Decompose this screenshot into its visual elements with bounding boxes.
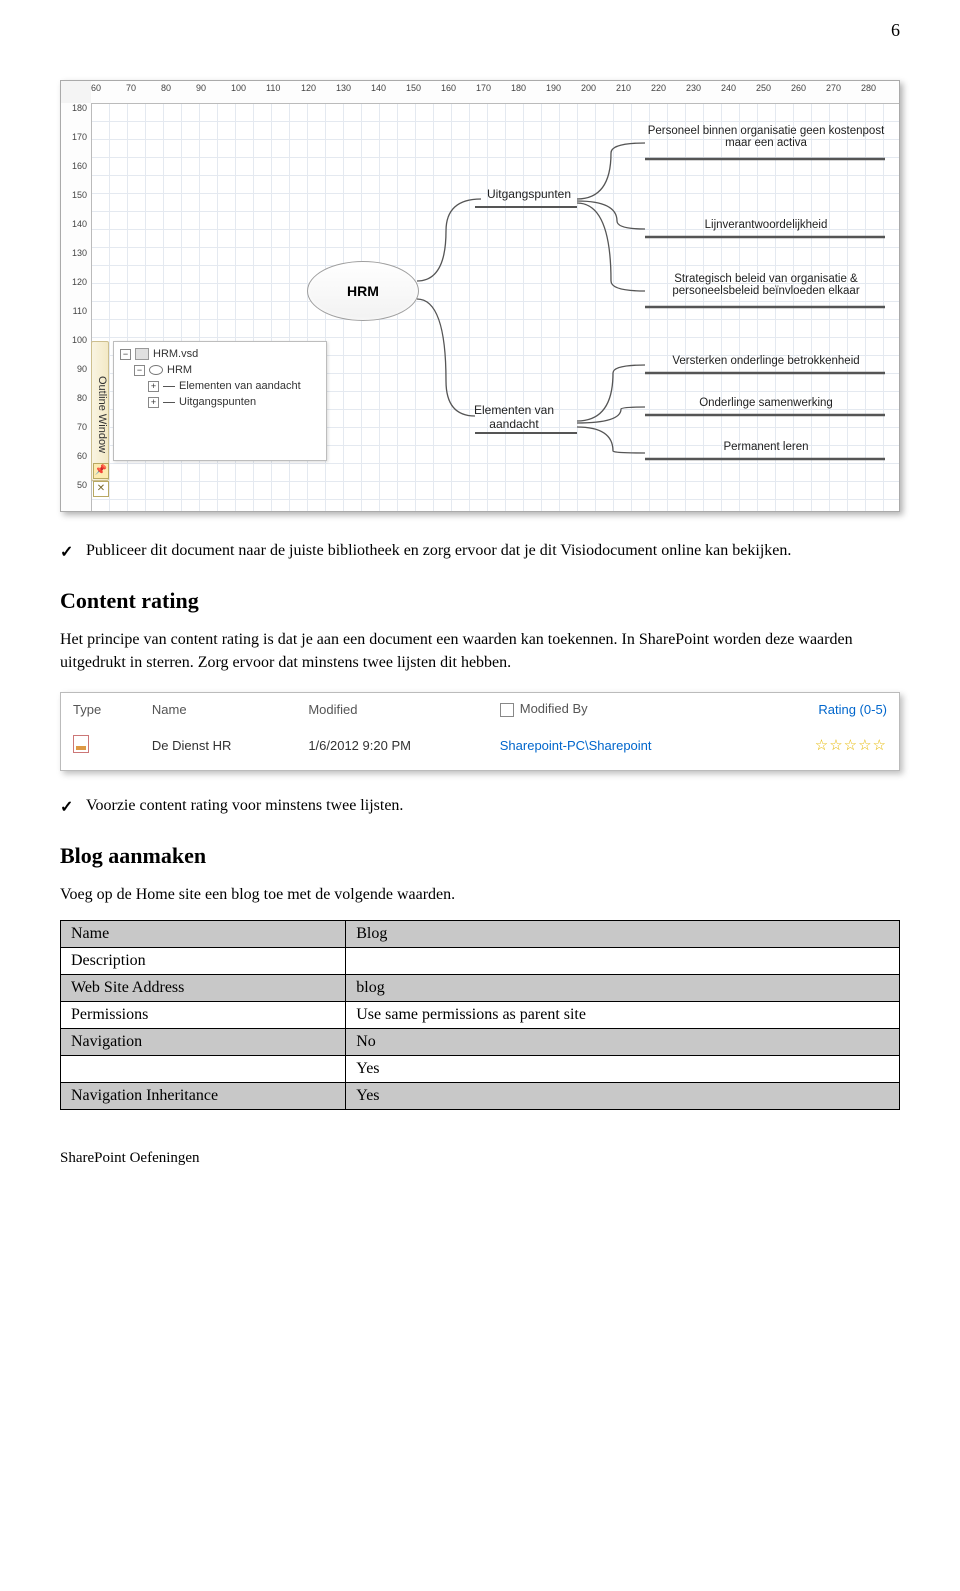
hrm-node[interactable]: HRM: [307, 261, 419, 321]
prop-value: Blog: [346, 921, 900, 948]
col-modified-by[interactable]: Modified By: [488, 693, 754, 731]
prop-key: Web Site Address: [61, 975, 346, 1002]
table-row: NavigationNo: [61, 1029, 900, 1056]
heading-blog: Blog aanmaken: [60, 843, 900, 869]
prop-value: Yes: [346, 1056, 900, 1083]
table-row: NameBlog: [61, 921, 900, 948]
checklist-item: Publiceer dit document naar de juiste bi…: [86, 542, 900, 560]
col-modified[interactable]: Modified: [296, 693, 487, 731]
prop-key: Navigation Inheritance: [61, 1083, 346, 1110]
leaf-label[interactable]: Versterken onderlinge betrokkenheid: [641, 355, 891, 367]
table-row: Yes: [61, 1056, 900, 1083]
prop-value: Use same permissions as parent site: [346, 1002, 900, 1029]
cell-modified-by[interactable]: Sharepoint-PC\Sharepoint: [500, 738, 652, 753]
table-row: PermissionsUse same permissions as paren…: [61, 1002, 900, 1029]
heading-content-rating: Content rating: [60, 588, 900, 614]
properties-table: NameBlogDescriptionWeb Site AddressblogP…: [60, 920, 900, 1110]
rating-stars[interactable]: ☆☆☆☆☆: [815, 737, 887, 754]
prop-value: [346, 948, 900, 975]
page-number: 6: [891, 20, 900, 41]
cell-modified: 1/6/2012 9:20 PM: [296, 731, 487, 770]
col-rating[interactable]: Rating (0-5): [818, 702, 887, 717]
visio-screenshot: 6070809010011012013014015016017018019020…: [60, 80, 900, 512]
branch-uitgangspunten[interactable]: Uitgangspunten: [459, 187, 599, 201]
table-row: Navigation InheritanceYes: [61, 1083, 900, 1110]
prop-key: Name: [61, 921, 346, 948]
prop-key: Permissions: [61, 1002, 346, 1029]
col-name[interactable]: Name: [140, 693, 296, 731]
prop-key: Description: [61, 948, 346, 975]
list-header-row: Type Name Modified Modified By Rating (0…: [61, 693, 899, 731]
prop-value: Yes: [346, 1083, 900, 1110]
branch-elementen[interactable]: Elementen van aandacht: [449, 403, 579, 431]
paragraph-blog-intro: Voeg op de Home site een blog toe met de…: [60, 883, 900, 906]
checklist-item: Voorzie content rating voor minstens twe…: [86, 797, 900, 815]
paragraph-content-rating: Het principe van content rating is dat j…: [60, 628, 900, 674]
prop-key: [61, 1056, 346, 1083]
document-icon: [73, 735, 89, 753]
leaf-label[interactable]: Strategisch beleid van organisatie & per…: [641, 273, 891, 297]
prop-value: blog: [346, 975, 900, 1002]
col-modified-by-label: Modified By: [520, 701, 588, 716]
sharepoint-list-screenshot: Type Name Modified Modified By Rating (0…: [60, 692, 900, 771]
leaf-label[interactable]: Onderlinge samenwerking: [641, 397, 891, 409]
cell-name: De Dienst HR: [140, 731, 296, 770]
prop-value: No: [346, 1029, 900, 1056]
prop-key: Navigation: [61, 1029, 346, 1056]
leaf-label[interactable]: Permanent leren: [641, 441, 891, 453]
table-row: Web Site Addressblog: [61, 975, 900, 1002]
leaf-label[interactable]: Lijnverantwoordelijkheid: [641, 219, 891, 231]
checkbox-icon[interactable]: [500, 703, 514, 717]
leaf-label[interactable]: Personeel binnen organisatie geen kosten…: [641, 125, 891, 149]
col-type[interactable]: Type: [61, 693, 140, 731]
footer-text: SharePoint Oefeningen: [60, 1150, 900, 1167]
list-row[interactable]: De Dienst HR 1/6/2012 9:20 PM Sharepoint…: [61, 731, 899, 770]
table-row: Description: [61, 948, 900, 975]
